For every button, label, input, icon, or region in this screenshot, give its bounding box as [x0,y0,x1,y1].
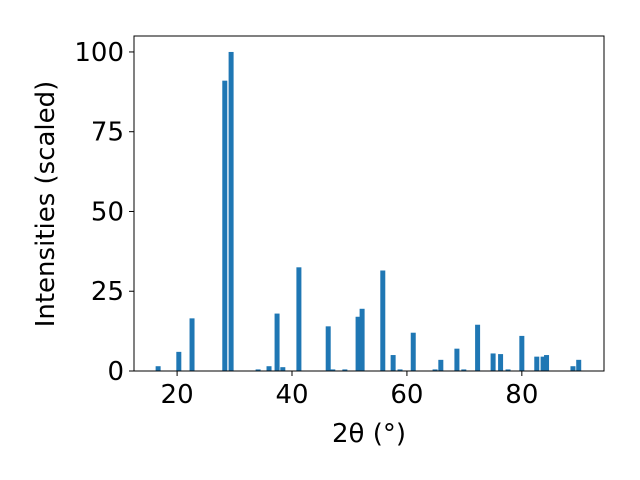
bar [342,369,348,371]
bar [461,369,467,371]
bar [176,351,182,371]
bar [380,270,386,371]
y-tick-label: 50 [91,197,124,227]
y-tick-label: 100 [74,38,124,68]
x-tick-label: 80 [505,380,538,410]
y-tick-label: 0 [107,357,124,387]
bar [325,326,331,371]
bar [475,324,481,371]
bar [534,356,540,371]
bar [505,369,511,371]
x-tick-label: 20 [161,380,194,410]
bar [296,267,302,371]
bar [355,316,361,371]
bar [222,80,228,372]
bar [570,366,576,371]
x-axis-label: 2θ (°) [332,419,406,449]
bar [519,335,525,371]
bar [280,367,286,371]
bar [540,356,546,371]
plot-frame [133,35,605,372]
bar [274,313,280,371]
bar [454,348,460,371]
bar [330,369,336,371]
y-tick-label: 25 [91,277,124,307]
bar [189,318,195,371]
bar [490,353,496,371]
y-tick-label: 75 [91,118,124,148]
bar [438,359,444,371]
bar [498,354,504,371]
x-tick-label: 60 [390,380,423,410]
y-axis-label: Intensities (scaled) [31,81,61,328]
x-tick-label: 40 [275,380,308,410]
bar [390,355,396,371]
bar [155,366,161,371]
bar [432,369,438,371]
bar [266,366,272,371]
bar [576,359,582,371]
bar [255,369,261,371]
bar [410,332,416,371]
bar [544,355,550,371]
bar [228,51,234,371]
bar [359,308,365,371]
bar [397,369,403,371]
